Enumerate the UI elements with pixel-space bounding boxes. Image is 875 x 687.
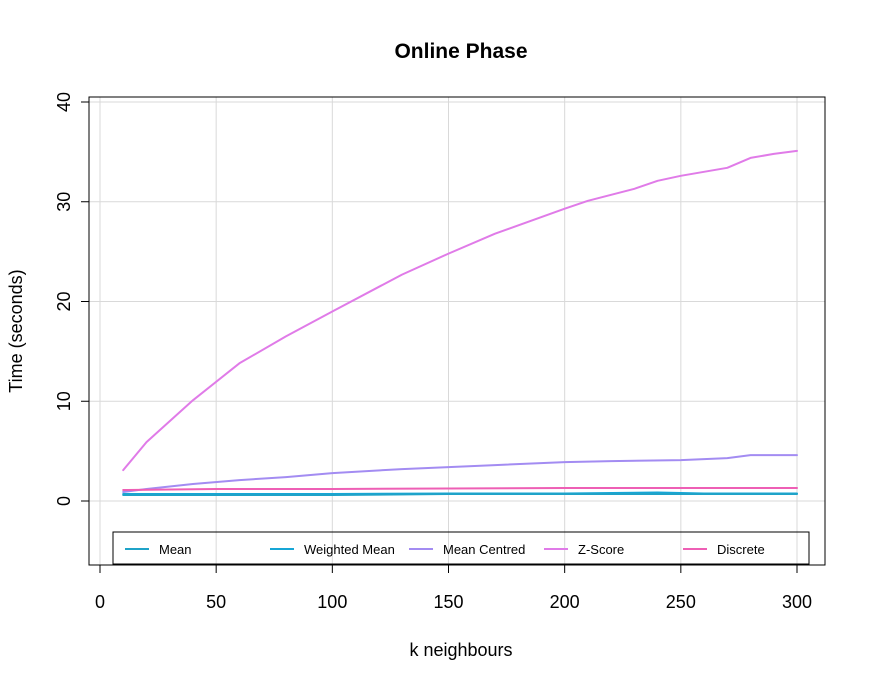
- chart-title: Online Phase: [394, 40, 527, 63]
- legend-label: Mean Centred: [443, 542, 525, 557]
- x-axis-title: k neighbours: [409, 640, 512, 660]
- y-tick-label: 40: [54, 92, 74, 112]
- x-tick-label: 200: [550, 592, 580, 612]
- y-tick-label: 0: [54, 496, 74, 506]
- x-tick-label: 50: [206, 592, 226, 612]
- series-lines: [122, 149, 798, 496]
- x-tick-label: 150: [433, 592, 463, 612]
- x-tick-label: 300: [782, 592, 812, 612]
- series-line-discrete: [122, 487, 798, 491]
- series-line-mean: [122, 493, 798, 496]
- x-tick-label: 100: [317, 592, 347, 612]
- legend-box: [112, 531, 810, 565]
- x-axis: 0 50 100 150 200 250 300: [95, 564, 812, 612]
- legend-label: Discrete: [717, 542, 765, 557]
- y-tick-label: 10: [54, 391, 74, 411]
- series-line-z-score: [122, 149, 798, 472]
- legend: Mean Weighted Mean Mean Centred Z-Score Disc…: [112, 531, 810, 565]
- series-line-mean-centred: [122, 454, 798, 493]
- y-tick-label: 30: [54, 192, 74, 212]
- y-tick-label: 20: [54, 291, 74, 311]
- x-tick-label: 250: [666, 592, 696, 612]
- legend-label: Weighted Mean: [304, 542, 395, 557]
- x-tick-label: 0: [95, 592, 105, 612]
- legend-label: Z-Score: [578, 542, 624, 557]
- y-axis-title: Time (seconds): [6, 269, 26, 392]
- y-axis: 0 10 20 30 40: [54, 92, 90, 506]
- legend-label: Mean: [159, 542, 192, 557]
